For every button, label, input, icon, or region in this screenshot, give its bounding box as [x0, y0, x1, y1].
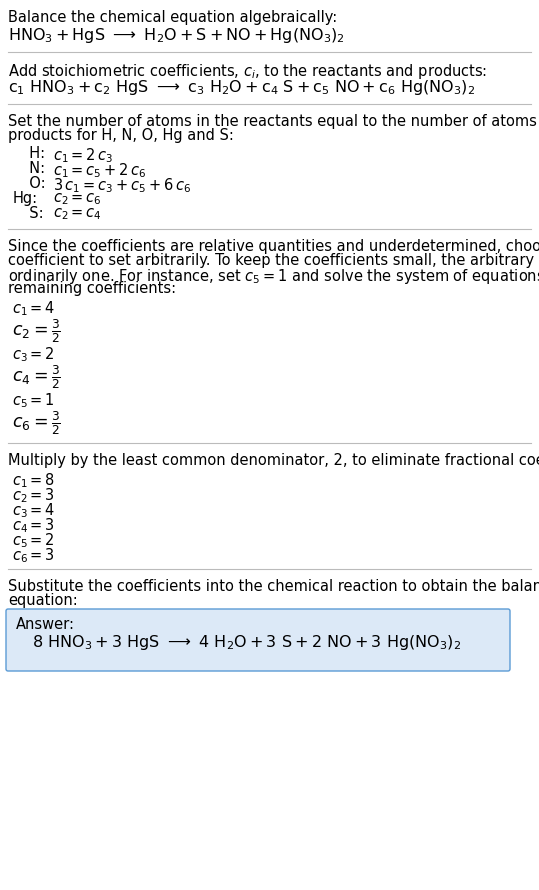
Text: S:: S: [20, 206, 44, 221]
Text: Since the coefficients are relative quantities and underdetermined, choose a: Since the coefficients are relative quan… [8, 239, 539, 254]
Text: $c_1 = 8$: $c_1 = 8$ [12, 471, 55, 490]
Text: $c_4 = \frac{3}{2}$: $c_4 = \frac{3}{2}$ [12, 363, 61, 391]
Text: $c_1 = 4$: $c_1 = 4$ [12, 299, 56, 318]
Text: H:: H: [20, 146, 45, 161]
Text: remaining coefficients:: remaining coefficients: [8, 281, 176, 296]
Text: coefficient to set arbitrarily. To keep the coefficients small, the arbitrary va: coefficient to set arbitrarily. To keep … [8, 253, 539, 268]
Text: $c_2 = c_6$: $c_2 = c_6$ [53, 191, 102, 206]
Text: Add stoichiometric coefficients, $c_i$, to the reactants and products:: Add stoichiometric coefficients, $c_i$, … [8, 62, 487, 81]
Text: $c_1 = 2\,c_3$: $c_1 = 2\,c_3$ [53, 146, 113, 165]
Text: $c_2 = \frac{3}{2}$: $c_2 = \frac{3}{2}$ [12, 317, 61, 344]
Text: equation:: equation: [8, 593, 78, 608]
FancyBboxPatch shape [6, 609, 510, 671]
Text: $c_6 = \frac{3}{2}$: $c_6 = \frac{3}{2}$ [12, 409, 61, 437]
Text: products for H, N, O, Hg and S:: products for H, N, O, Hg and S: [8, 128, 234, 143]
Text: $\mathregular{8\ HNO_3 + 3\ HgS\ \longrightarrow\ 4\ H_2O + 3\ S + 2\ NO + 3\ Hg: $\mathregular{8\ HNO_3 + 3\ HgS\ \longri… [32, 633, 461, 652]
Text: $c_3 = 2$: $c_3 = 2$ [12, 345, 55, 364]
Text: Hg:: Hg: [13, 191, 38, 206]
Text: Balance the chemical equation algebraically:: Balance the chemical equation algebraica… [8, 10, 337, 25]
Text: $c_6 = 3$: $c_6 = 3$ [12, 546, 55, 564]
Text: ordinarily one. For instance, set $c_5 = 1$ and solve the system of equations fo: ordinarily one. For instance, set $c_5 =… [8, 267, 539, 286]
Text: $c_2 = c_4$: $c_2 = c_4$ [53, 206, 102, 222]
Text: $3\,c_1 = c_3 + c_5 + 6\,c_6$: $3\,c_1 = c_3 + c_5 + 6\,c_6$ [53, 176, 191, 195]
Text: Answer:: Answer: [16, 617, 75, 632]
Text: $c_1 = c_5 + 2\,c_6$: $c_1 = c_5 + 2\,c_6$ [53, 161, 147, 180]
Text: $\mathregular{HNO_3 + HgS\ \longrightarrow\ H_2O + S + NO + Hg(NO_3)_2}$: $\mathregular{HNO_3 + HgS\ \longrightarr… [8, 26, 345, 45]
Text: $\mathregular{c_1\ HNO_3 + c_2\ HgS\ \longrightarrow\ c_3\ H_2O + c_4\ S + c_5\ : $\mathregular{c_1\ HNO_3 + c_2\ HgS\ \lo… [8, 78, 475, 97]
Text: $c_2 = 3$: $c_2 = 3$ [12, 486, 55, 505]
Text: Set the number of atoms in the reactants equal to the number of atoms in the: Set the number of atoms in the reactants… [8, 114, 539, 129]
Text: O:: O: [20, 176, 46, 191]
Text: $c_3 = 4$: $c_3 = 4$ [12, 501, 56, 520]
Text: N:: N: [20, 161, 45, 176]
Text: $c_4 = 3$: $c_4 = 3$ [12, 516, 55, 535]
Text: Substitute the coefficients into the chemical reaction to obtain the balanced: Substitute the coefficients into the che… [8, 579, 539, 594]
Text: Multiply by the least common denominator, 2, to eliminate fractional coefficient: Multiply by the least common denominator… [8, 453, 539, 468]
Text: $c_5 = 1$: $c_5 = 1$ [12, 391, 55, 409]
Text: $c_5 = 2$: $c_5 = 2$ [12, 531, 55, 550]
